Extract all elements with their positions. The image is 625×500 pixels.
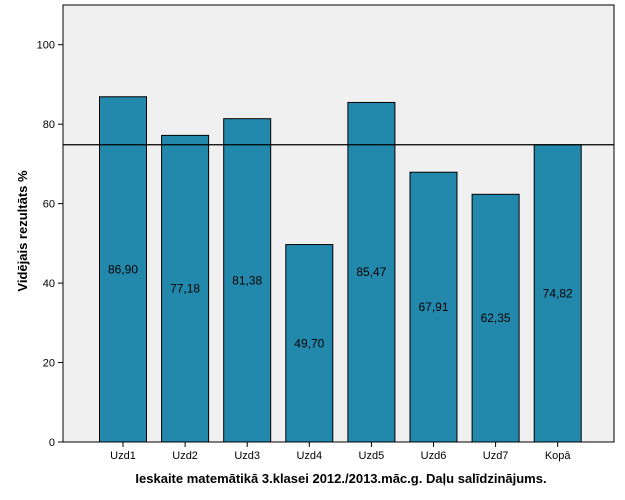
bar-uzd6 [409,171,458,443]
y-tick-label: 40 [43,278,55,290]
x-tick-label: Uzd6 [421,450,447,462]
bar-kopā [533,144,582,443]
x-tick-label: Uzd2 [172,450,198,462]
data-label: 49,70 [294,336,324,350]
bar-uzd5 [347,101,396,443]
data-label: 81,38 [232,273,262,287]
y-axis-title: Vidējais rezultāts % [15,170,30,292]
plot-frame [62,4,615,443]
y-tick-label: 0 [49,437,55,449]
data-label: 74,82 [543,286,573,300]
x-tick-label: Uzd3 [234,450,260,462]
bar-uzd4 [285,244,334,443]
data-label: 67,91 [418,300,448,314]
x-tick-label: Kopā [545,450,572,462]
bar-uzd2 [161,134,210,443]
data-label: 77,18 [170,282,200,296]
y-axis-ticks: 0 20 40 60 80 100 [37,40,63,449]
plot-area [63,5,614,442]
data-label: 85,47 [356,265,386,279]
bars: 86,90 77,18 81,38 49,70 85,47 67,91 62,35 74,82 [99,96,582,443]
x-axis-title: Ieskaite matemātikā 3.klasei 2012./2013.… [135,471,546,486]
x-tick-label: Uzd1 [110,450,136,462]
y-tick-label: 60 [43,199,55,211]
x-tick-label: Uzd5 [359,450,385,462]
bar-uzd3 [223,118,272,443]
bar-uzd1 [99,96,147,443]
y-tick-label: 80 [43,119,55,131]
y-tick-label: 20 [43,358,55,370]
x-tick-label: Uzd7 [483,450,509,462]
data-label: 86,90 [108,262,138,276]
x-axis-ticks: Uzd1 Uzd2 Uzd3 Uzd4 Uzd5 Uzd6 Uzd7 Kopā [110,442,571,462]
data-label: 62,35 [481,311,511,325]
y-tick-label: 100 [37,40,55,52]
bar-uzd7 [471,193,520,443]
x-tick-label: Uzd4 [296,450,322,462]
